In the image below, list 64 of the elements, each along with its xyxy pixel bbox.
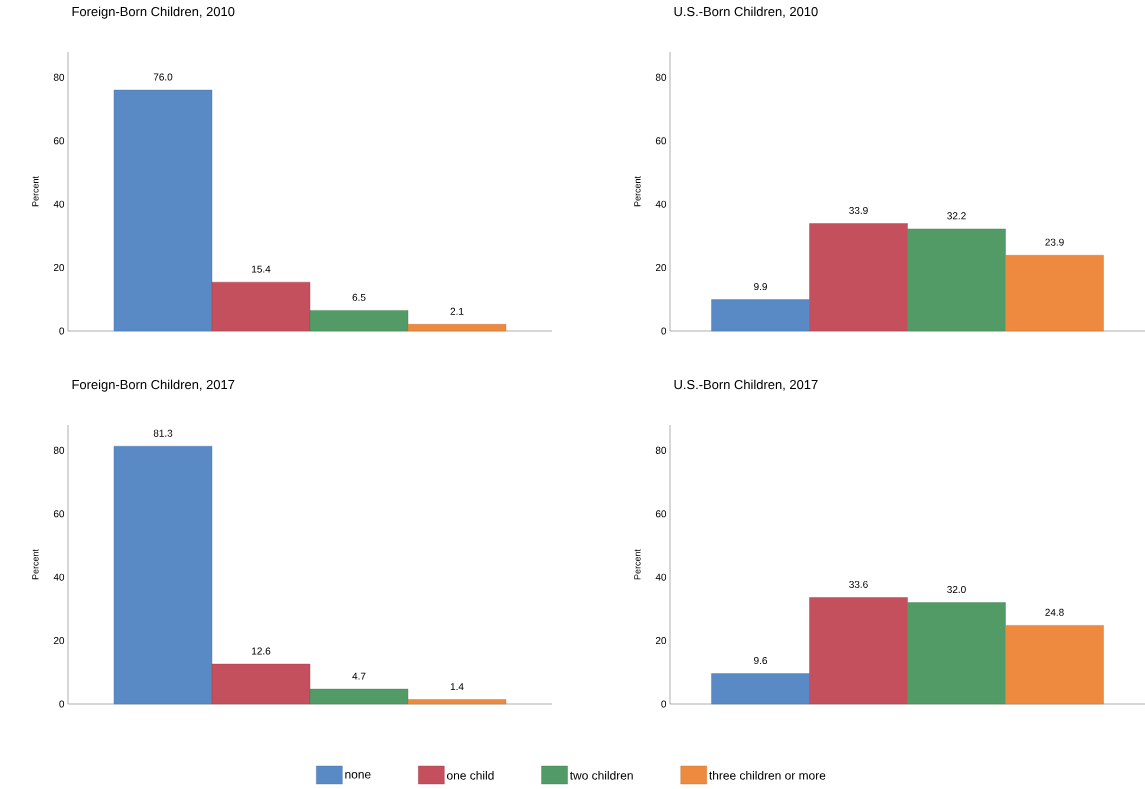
data-label: 76.0 [153,73,173,81]
y-axis-title: Percent [634,549,641,580]
data-label: 32.2 [947,212,966,220]
data-label: 23.9 [1045,238,1064,246]
y-tick-label: 0 [59,700,65,708]
data-label: 33.6 [849,580,868,588]
bar [309,688,409,705]
bar [407,699,507,705]
chart-title: Foreign-Born Children, 2017 [72,379,235,392]
data-label: 2.1 [450,307,464,315]
data-label: 12.6 [252,647,271,655]
y-tick-label: 0 [59,327,65,335]
data-label: 24.8 [1045,608,1064,616]
y-tick-label: 0 [661,700,667,708]
y-tick-label: 40 [53,200,65,208]
bar [113,446,213,705]
data-label: 15.4 [252,265,271,273]
y-tick-label: 20 [53,637,65,645]
y-tick-label: 60 [655,510,667,518]
y-axis-title: Percent [634,176,641,207]
bar [211,663,311,705]
y-tick-label: 80 [655,446,667,454]
bar [1005,255,1104,332]
y-axis-title: Percent [32,176,39,207]
bar [711,299,810,332]
bar [211,281,311,332]
y-tick-label: 0 [661,327,667,335]
y-tick-label: 20 [655,637,667,645]
y-tick-label: 40 [53,573,65,581]
data-label: 9.6 [754,656,767,665]
data-label: 81.3 [153,429,173,437]
data-label: 32.0 [947,585,966,594]
legend-label: three children or more [709,770,826,780]
y-tick-label: 20 [53,264,65,272]
data-label: 6.5 [352,293,366,301]
y-tick-label: 80 [53,446,65,454]
data-label: 4.7 [352,672,366,680]
y-tick-label: 80 [53,73,65,81]
bar [407,324,507,332]
bar [309,310,409,332]
legend-label: two children [569,770,633,780]
bar [711,673,810,705]
chart-title: U.S.-Born Children, 2017 [674,379,818,391]
bar [113,89,213,332]
data-label: 1.4 [450,683,464,691]
chart-title: Foreign-Born Children, 2010 [72,6,235,19]
bar [1005,625,1104,705]
legend-label: none [345,772,371,779]
legend-label: one child [447,770,494,780]
y-tick-label: 80 [655,73,667,81]
y-tick-label: 60 [655,137,667,145]
y-tick-label: 20 [655,264,667,272]
data-label: 9.9 [754,283,767,291]
y-tick-label: 40 [655,573,667,581]
y-tick-label: 60 [53,137,65,145]
bar [809,597,908,705]
bar [809,223,908,332]
data-label: 33.9 [849,206,868,214]
y-tick-label: 60 [53,510,65,518]
y-axis-title: Percent [32,549,39,580]
chart-title: U.S.-Born Children, 2010 [674,6,818,18]
y-tick-label: 40 [655,200,667,208]
bar [907,228,1006,332]
bar [907,602,1006,705]
